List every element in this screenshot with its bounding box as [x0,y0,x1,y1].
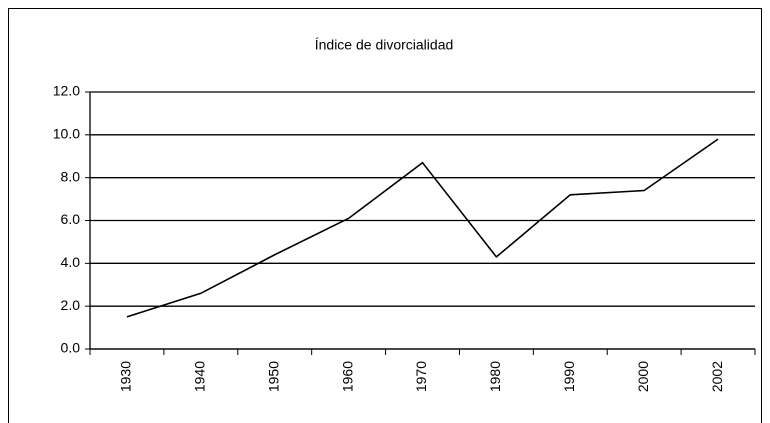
y-tick-label: 6.0 [61,211,81,227]
y-tick-label: 12.0 [53,83,80,99]
y-tick-label: 8.0 [61,168,81,184]
data-line [126,138,719,318]
x-tick-label: 1990 [561,361,577,392]
y-tick-label: 0.0 [61,340,81,356]
y-tick-label: 4.0 [61,254,81,270]
x-tick-label: 1940 [192,361,208,392]
x-tick-label: 1970 [413,361,429,392]
chart-title: Índice de divorcialidad [315,37,454,53]
chart-frame [8,8,762,423]
x-tick-label: 1930 [118,361,134,392]
x-tick-label: 2000 [635,361,651,392]
y-tick-label: 10.0 [53,126,80,142]
x-tick-label: 1980 [487,361,503,392]
x-tick-label: 1960 [339,361,355,392]
y-tick-label: 2.0 [61,297,81,313]
x-tick-label: 1950 [265,361,281,392]
x-tick-label: 2002 [709,361,725,392]
